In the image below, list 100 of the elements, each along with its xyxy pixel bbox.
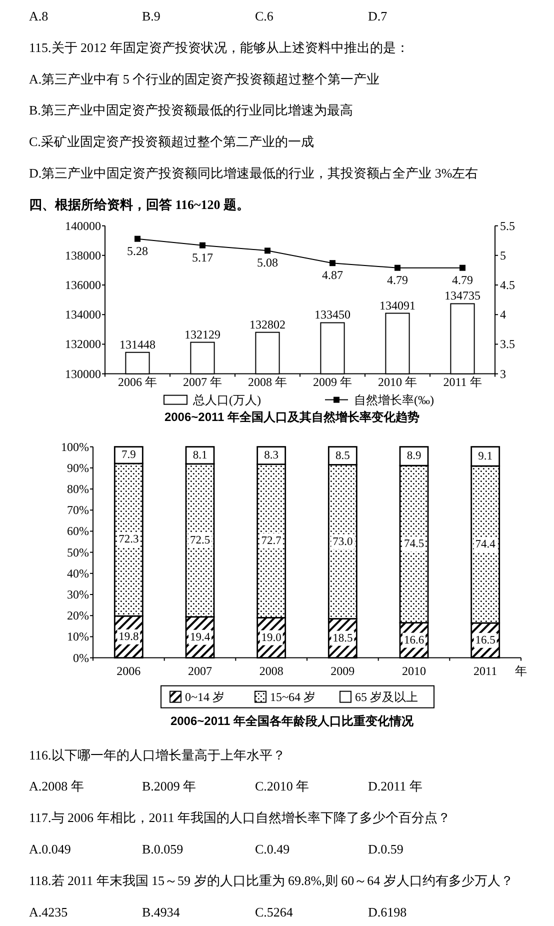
y2-tick-label: 4 xyxy=(500,308,506,322)
point xyxy=(200,242,206,248)
text: D.7 xyxy=(368,8,388,24)
data-label: 19.8 xyxy=(118,630,139,643)
text: A.2008 年 xyxy=(29,778,84,794)
data-label: 5.17 xyxy=(192,250,213,264)
y2-tick-label: 5.5 xyxy=(500,218,515,233)
data-label: 72.7 xyxy=(261,535,282,548)
data-label: 7.9 xyxy=(121,449,136,462)
data-label: 19.0 xyxy=(261,632,282,644)
x-tick-label: 2008 xyxy=(259,664,284,678)
y-tick-label: 20% xyxy=(67,608,89,623)
data-label: 72.3 xyxy=(118,534,139,546)
point xyxy=(460,264,466,271)
data-label: 4.87 xyxy=(322,268,343,282)
text: C.0.49 xyxy=(255,842,290,856)
text: B.4934 xyxy=(142,904,180,920)
y-tick-label: 80% xyxy=(67,482,89,496)
data-label: 73.0 xyxy=(332,536,353,548)
text: C.2010 年 xyxy=(255,778,310,794)
x-tick-label: 2008 年 xyxy=(248,374,287,389)
text: C.6 xyxy=(255,8,274,24)
data-label: 19.4 xyxy=(190,631,210,644)
data-label: 74.5 xyxy=(404,538,424,550)
y-tick-label: 60% xyxy=(67,524,89,538)
legend-label: 总人口(万人) xyxy=(192,392,261,407)
text: 117.与 2006 年相比，2011 年我国的人口自然增长率下降了多少个百分点？ xyxy=(29,810,451,826)
x-tick-label: 2009 xyxy=(330,664,355,678)
point xyxy=(330,260,336,266)
x-tick-label: 2011 xyxy=(474,664,498,678)
text: A.4235 xyxy=(29,904,68,920)
y-tick-label: 30% xyxy=(67,588,89,602)
legend-label: 自然增长率(‰) xyxy=(354,392,434,407)
data-label: 133450 xyxy=(314,308,350,322)
data-label: 8.5 xyxy=(335,450,350,462)
text: A.第三产业中有 5 个行业的固定资产投资额超过整个第一产业 xyxy=(29,71,380,86)
text: D.0.59 xyxy=(368,842,404,856)
text: D.2011 年 xyxy=(368,778,422,794)
x-tick-label: 2009 年 xyxy=(313,374,352,389)
text: 116.以下哪一年的人口增长量高于上年水平？ xyxy=(29,747,286,762)
text: B.9 xyxy=(142,8,160,24)
data-label: 132802 xyxy=(250,317,286,332)
text: 115.关于 2012 年固定资产投资状况，能够从上述资料中推出的是： xyxy=(29,40,409,55)
data-label: 132129 xyxy=(184,327,220,342)
y-tick-label: 130000 xyxy=(65,366,101,381)
text: D.第三产业中固定资产投资额同比增速最低的行业，其投资额占全产业 3%左右 xyxy=(29,166,478,180)
legend-label: 65 岁及以上 xyxy=(355,690,418,704)
y2-tick-label: 4.5 xyxy=(500,278,515,292)
y-tick-label: 100% xyxy=(61,440,89,454)
y2-tick-label: 3 xyxy=(500,366,506,381)
data-label: 134735 xyxy=(444,288,480,303)
data-label: 16.5 xyxy=(475,634,496,646)
data-label: 5.08 xyxy=(257,256,278,270)
x-axis-title: 年 xyxy=(515,664,527,678)
y-tick-label: 50% xyxy=(67,545,89,560)
point xyxy=(264,248,270,254)
y-tick-label: 138000 xyxy=(65,248,101,262)
y2-tick-label: 3.5 xyxy=(500,337,515,352)
text: C.采矿业固定资产投资额超过整个第二产业的一成 xyxy=(29,134,314,150)
y-tick-label: 132000 xyxy=(65,337,101,352)
y-tick-label: 10% xyxy=(67,630,89,644)
text: B.第三产业中固定资产投资额最低的行业同比增速为最高 xyxy=(29,102,353,118)
text: C.5264 xyxy=(255,904,294,920)
point xyxy=(134,236,140,242)
text: D.6198 xyxy=(368,904,407,920)
x-tick-label: 2010 xyxy=(402,664,426,678)
text: A.8 xyxy=(29,8,48,24)
point xyxy=(394,264,400,271)
y-tick-label: 140000 xyxy=(65,218,101,233)
data-label: 9.1 xyxy=(478,450,493,462)
data-label: 134091 xyxy=(380,298,416,312)
data-label: 74.4 xyxy=(475,538,496,550)
text: B.2009 年 xyxy=(142,778,196,794)
data-label: 72.5 xyxy=(190,534,210,546)
x-tick-label: 2007 年 xyxy=(183,374,222,389)
y-tick-label: 90% xyxy=(67,460,89,475)
text: 四、根据所给资料，回答 116~120 题。 xyxy=(29,196,250,212)
x-tick-label: 2006 年 xyxy=(118,374,157,389)
data-label: 8.1 xyxy=(192,449,208,462)
x-tick-label: 2011 年 xyxy=(443,374,482,389)
data-label: 8.9 xyxy=(406,450,422,462)
y2-tick-label: 5 xyxy=(500,248,506,262)
x-tick-label: 2007 xyxy=(188,664,212,678)
data-label: 5.28 xyxy=(127,244,148,258)
text: 118.若 2011 年末我国 15～59 岁的人口比重为 69.8%,则 60～64 岁人口约有多少万人？ xyxy=(29,872,514,888)
y-tick-label: 136000 xyxy=(65,278,101,292)
y-tick-label: 134000 xyxy=(65,308,101,322)
data-label: 18.5 xyxy=(332,632,353,644)
legend-label: 15~64 岁 xyxy=(270,690,316,704)
y-tick-label: 70% xyxy=(67,503,89,518)
x-tick-label: 2010 年 xyxy=(378,374,417,389)
data-label: 131448 xyxy=(120,337,156,352)
legend-label: 0~14 岁 xyxy=(185,690,224,704)
data-label: 16.6 xyxy=(404,634,424,646)
data-label: 4.79 xyxy=(387,272,408,287)
y-tick-label: 0% xyxy=(73,650,89,665)
text: 2006~2011 年全国人口及其自然增长率变化趋势 xyxy=(164,410,420,424)
text: 2006~2011 年全国各年龄段人口比重变化情况 xyxy=(170,714,415,728)
y-tick-label: 40% xyxy=(67,566,89,580)
text: B.0.059 xyxy=(142,842,184,856)
